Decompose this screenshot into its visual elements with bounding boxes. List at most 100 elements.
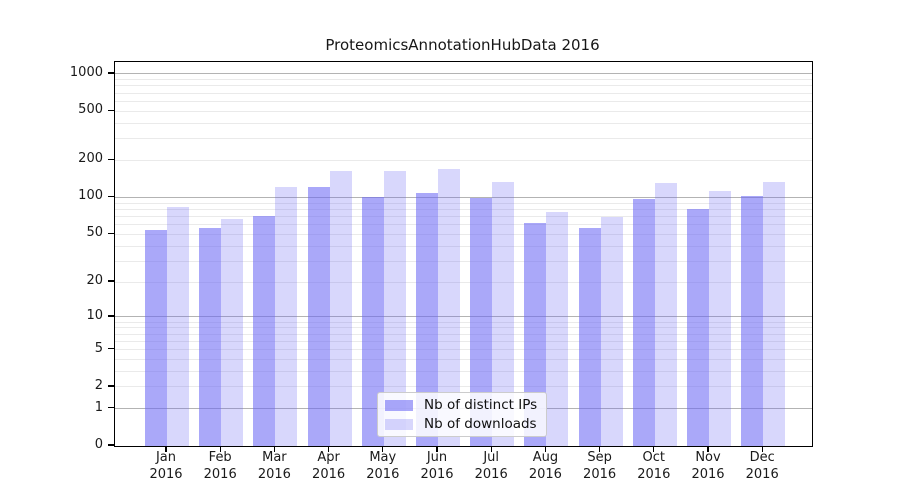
x-tick-month: Jan <box>155 450 177 465</box>
y-tick-label: 20 <box>86 273 103 289</box>
bar-downloads-mar <box>275 187 298 446</box>
gridline-minor <box>115 349 812 350</box>
bar-distinct-ips-jul <box>470 198 493 446</box>
x-tick-mark <box>490 446 492 452</box>
x-tick-label-sep: Sep 2016 <box>572 450 628 483</box>
x-tick-year: 2016 <box>637 466 671 482</box>
x-tick-month: Jun <box>426 450 448 465</box>
gridline-major <box>115 196 812 198</box>
gridline-major <box>115 316 812 318</box>
bar-distinct-ips-jan <box>145 230 167 446</box>
x-tick-year: 2016 <box>420 466 454 482</box>
bar-downloads-sep <box>600 217 623 446</box>
y-tick-label: 500 <box>78 102 103 118</box>
y-tick-label: 50 <box>86 225 103 241</box>
x-tick-label-may: May 2016 <box>355 450 411 483</box>
gridline-minor <box>115 358 812 360</box>
x-tick-month: Dec <box>749 450 775 465</box>
bar-distinct-ips-oct <box>632 199 655 446</box>
y-tick-mark <box>108 406 114 409</box>
x-tick-mark <box>707 446 709 452</box>
gridline-minor <box>115 202 812 204</box>
y-tick-mark <box>108 195 114 198</box>
bar-distinct-ips-mar <box>253 215 276 446</box>
y-tick-mark <box>108 232 114 234</box>
legend-swatch-downloads-icon <box>385 418 413 430</box>
y-tick-label: 10 <box>86 307 103 323</box>
bar-distinct-ips-sep <box>578 228 601 446</box>
y-tick-label: 5 <box>94 340 103 356</box>
gridline-minor <box>115 85 812 87</box>
x-tick-year: 2016 <box>745 466 779 482</box>
x-tick-mark <box>165 446 167 452</box>
legend-label-downloads: Nb of downloads <box>424 416 537 432</box>
x-tick-label-jan: Jan 2016 <box>138 450 194 483</box>
y-tick-mark <box>108 72 114 74</box>
bar-distinct-ips-apr <box>307 187 330 446</box>
x-tick-month: Mar <box>262 450 287 465</box>
x-tick-mark <box>273 446 276 452</box>
x-tick-month: Feb <box>208 450 232 465</box>
x-tick-year: 2016 <box>312 466 346 482</box>
legend-label-distinct-ips: Nb of distinct IPs <box>424 397 538 413</box>
x-tick-mark <box>544 446 547 452</box>
legend: Nb of distinct IPs Nb of downloads <box>377 392 547 437</box>
x-tick-mark <box>219 446 221 452</box>
gridline-minor <box>115 79 812 81</box>
x-tick-year: 2016 <box>474 466 508 482</box>
x-tick-mark <box>382 446 384 452</box>
gridline-minor <box>115 159 812 161</box>
bar-downloads-jun <box>438 169 460 446</box>
y-tick-label: 0 <box>94 437 103 452</box>
bar-downloads-dec <box>763 181 786 446</box>
gridline-minor <box>115 333 812 335</box>
bar-distinct-ips-may <box>361 196 384 446</box>
gridline-minor <box>115 92 812 94</box>
y-tick-mark <box>108 444 114 446</box>
bar-distinct-ips-feb <box>199 228 222 446</box>
x-tick-label-nov: Nov 2016 <box>680 450 736 483</box>
gridline-minor <box>115 327 812 329</box>
x-tick-year: 2016 <box>528 466 562 482</box>
y-tick-label: 200 <box>78 151 103 167</box>
x-tick-year: 2016 <box>149 466 183 482</box>
bar-downloads-nov <box>709 190 731 446</box>
x-tick-label-aug: Aug 2016 <box>517 450 573 483</box>
gridline-minor <box>115 122 812 124</box>
plot-area <box>114 61 813 447</box>
bar-downloads-may <box>383 171 406 446</box>
y-tick-label: 100 <box>78 188 103 204</box>
x-tick-label-jun: Jun 2016 <box>409 450 465 483</box>
x-tick-year: 2016 <box>583 466 617 482</box>
x-tick-month: Aug <box>532 450 559 465</box>
x-tick-mark <box>761 446 763 452</box>
legend-swatch-distinct-ips-icon <box>385 399 413 411</box>
x-tick-mark <box>653 446 655 452</box>
bar-distinct-ips-dec <box>741 195 764 446</box>
y-tick-mark <box>108 158 114 161</box>
x-tick-month: Sep <box>587 450 612 465</box>
bar-distinct-ips-nov <box>687 209 709 446</box>
x-tick-mark <box>436 446 438 452</box>
x-tick-label-oct: Oct 2016 <box>626 450 682 483</box>
x-tick-label-dec: Dec 2016 <box>734 450 790 483</box>
gridline-minor <box>115 370 812 372</box>
y-tick-mark <box>108 315 114 317</box>
gridline-minor <box>115 245 812 247</box>
gridline-minor <box>115 386 812 388</box>
y-tick-label: 1 <box>94 399 103 415</box>
gridline-minor <box>115 110 812 112</box>
bar-downloads-aug <box>546 212 569 446</box>
x-tick-month: Nov <box>695 450 721 465</box>
x-tick-year: 2016 <box>203 466 237 482</box>
x-tick-month: Apr <box>317 450 340 465</box>
x-tick-label-jul: Jul 2016 <box>463 450 519 483</box>
bar-distinct-ips-jun <box>416 193 438 446</box>
legend-item-downloads: Nb of downloads <box>385 416 546 432</box>
gridline-minor <box>115 233 812 235</box>
y-tick-label: 2 <box>94 377 103 393</box>
x-tick-month: Oct <box>642 450 666 465</box>
gridline-minor <box>115 138 812 140</box>
gridline-major <box>115 73 812 75</box>
